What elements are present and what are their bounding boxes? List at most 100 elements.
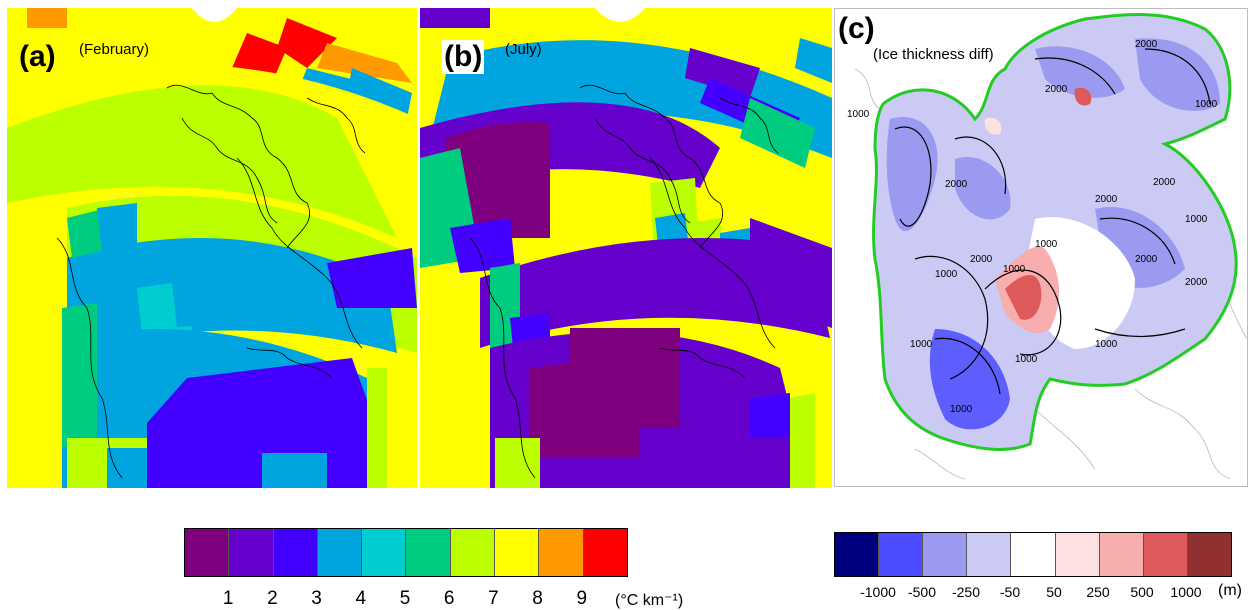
contour-label: 2000 (1045, 84, 1068, 95)
region (1074, 87, 1092, 106)
cell (480, 238, 830, 348)
region (1035, 46, 1125, 98)
region (886, 117, 938, 232)
panel-b-label: (b) (442, 40, 485, 74)
colorbar-swatch (406, 529, 451, 576)
colorbar-swatch (1143, 533, 1188, 576)
colorbar-swatch (362, 529, 407, 576)
panel-c-ice-thickness-map: 1000 1000 1000 1000 1000 1000 1000 1000 … (834, 8, 1248, 487)
colorbar-tick-label: 8 (532, 588, 543, 609)
thickness-contours (894, 48, 1211, 395)
cell (107, 448, 147, 488)
cell (347, 68, 412, 118)
cell (750, 218, 832, 328)
cell (685, 48, 760, 98)
colorbar-swatch (879, 533, 924, 576)
cell (137, 283, 177, 333)
colorbar-swatch (1099, 533, 1144, 576)
panel-b-title: (July) (505, 41, 542, 58)
cell (450, 218, 515, 273)
region (955, 157, 1011, 220)
cell (367, 368, 387, 488)
cell (530, 328, 680, 458)
contour-label: 2000 (1153, 177, 1176, 188)
region (929, 329, 1010, 430)
colorbar-tick-label: -1000 (860, 584, 896, 600)
colorbar-tick-label: 250 (1086, 584, 1110, 600)
panel-a-title: (February) (79, 41, 150, 58)
colorbar-tick-label: 2 (267, 588, 278, 609)
colorbar-tick-label: 4 (355, 588, 367, 609)
cell (327, 248, 417, 308)
cell (277, 18, 337, 68)
cell (795, 38, 832, 83)
colorbar-swatch (229, 529, 274, 576)
colorbar-swatch (495, 529, 540, 576)
contour-label: 2000 (1095, 194, 1118, 205)
panel-a-label: (a) (17, 40, 58, 74)
colorbar-tick-label: 1000 (1170, 584, 1202, 600)
cell (97, 203, 137, 253)
cell (750, 393, 790, 438)
region (1135, 38, 1220, 111)
colorbar-tick-label: 5 (399, 588, 411, 609)
colorbar-tick-label: 6 (443, 588, 455, 609)
colorbar-tick-label: -500 (907, 584, 937, 600)
contour-label: 1000 (1185, 214, 1208, 225)
colorbar-swatch (450, 529, 496, 576)
colorbar-swatch (317, 529, 363, 576)
pole-cap (595, 8, 645, 22)
contour-label: 1000 (1003, 264, 1026, 275)
colorbar-swatch (1011, 533, 1056, 576)
cell (740, 98, 815, 168)
colorbar-tick-label: 3 (311, 588, 322, 609)
cell (27, 8, 67, 28)
colorbar-swatch (539, 529, 584, 576)
colorbar-swatch (1187, 533, 1231, 576)
lapse-rate-unit: (°C km⁻¹) (615, 592, 684, 609)
contour-label: 1000 (935, 269, 958, 280)
region (984, 117, 1002, 135)
region (1005, 274, 1042, 320)
cell (7, 85, 397, 238)
contour-label: 1000 (910, 339, 933, 350)
panel-b-july-map: (b) (July) (420, 8, 832, 488)
cell (495, 438, 540, 488)
contour-label: 2000 (945, 179, 968, 190)
contour-label: 2000 (1185, 277, 1208, 288)
lapse-rate-colorbar (184, 528, 628, 577)
panel-c-title: (Ice thickness diff) (873, 46, 994, 63)
colorbar-swatch (583, 529, 627, 576)
colorbar-tick-label: 50 (1046, 584, 1062, 600)
colorbar-tick-label: 1 (222, 588, 234, 609)
contour-label: 2000 (1135, 39, 1158, 50)
ice-thickness-unit: (m) (1218, 582, 1242, 599)
contour-label: 2000 (970, 254, 993, 265)
ice-thickness-difference-map (854, 13, 1247, 480)
colorbar-tick-label: 500 (1130, 584, 1154, 600)
contour-label: 1000 (847, 109, 870, 120)
contour-label: 1000 (1195, 99, 1218, 110)
colorbar-tick-label: -50 (999, 584, 1021, 600)
cell (445, 122, 550, 238)
colorbar-swatch (835, 533, 880, 576)
contour-label: 1000 (1095, 339, 1118, 350)
colorbar-swatch (967, 533, 1012, 576)
colorbar-swatch (923, 533, 968, 576)
colorbar-tick-label: -250 (951, 584, 981, 600)
february-lapse-rate-map (7, 8, 417, 488)
ice-thickness-colorbar (834, 532, 1232, 577)
contour-label: 1000 (1035, 239, 1058, 250)
colorbar-tick-label: 7 (488, 588, 499, 609)
cell (62, 303, 97, 448)
contour-label: 1000 (1015, 354, 1038, 365)
coastlines (56, 84, 366, 479)
cell (420, 8, 490, 28)
cell (262, 453, 327, 488)
panel-a-february-map: (a) (February) (7, 8, 417, 488)
coastlines (469, 84, 779, 479)
july-lapse-rate-map (420, 8, 832, 488)
contour-label: 2000 (1135, 254, 1158, 265)
pole-cap (192, 8, 237, 22)
colorbar-tick-label: 9 (576, 588, 588, 609)
